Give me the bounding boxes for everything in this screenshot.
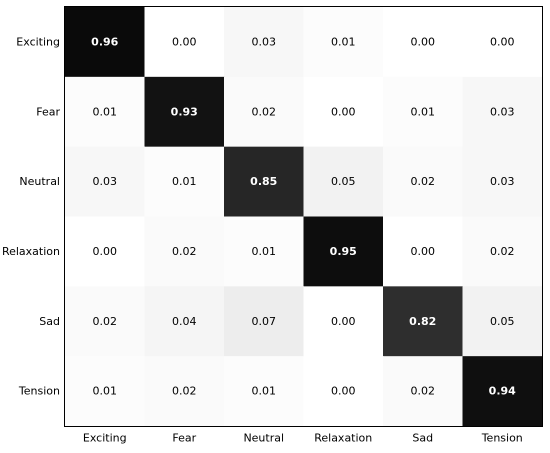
heatmap-cell-sad-neutral xyxy=(224,286,304,357)
heatmap-cell-exciting-exciting xyxy=(65,7,145,78)
cell-value-label: 0.01 xyxy=(252,245,277,258)
cell-value-label: 0.04 xyxy=(172,315,197,328)
cell-value-label: 0.00 xyxy=(490,35,515,48)
heatmap-cell-relaxation-fear xyxy=(144,216,225,287)
cell-value-label: 0.00 xyxy=(411,245,436,258)
y-tick-label-neutral: Neutral xyxy=(19,175,60,188)
plot-frame xyxy=(64,6,543,427)
heatmap-cell-neutral-fear xyxy=(144,146,225,217)
cell-value-label: 0.02 xyxy=(93,315,118,328)
y-tick-label-tension: Tension xyxy=(18,385,60,398)
cell-value-label: 0.00 xyxy=(331,105,356,118)
cell-value-label: 0.00 xyxy=(331,315,356,328)
heatmap-cell-exciting-neutral xyxy=(224,7,304,78)
heatmap-cell-sad-relaxation xyxy=(303,286,384,357)
heatmap-cell-tension-tension xyxy=(462,356,543,427)
cell-value-label: 0.00 xyxy=(411,35,436,48)
x-tick-label-exciting: Exciting xyxy=(83,432,127,445)
heatmap-cell-relaxation-sad xyxy=(383,216,463,287)
heatmap-cells xyxy=(65,7,543,427)
cell-value-label: 0.96 xyxy=(91,35,118,48)
heatmap-cell-relaxation-neutral xyxy=(224,216,304,287)
cell-value-label: 0.93 xyxy=(171,105,198,118)
heatmap-cell-labels: 0.96 0.00 0.03 0.01 0.00 0.00 0.01 0.93 0.02 0.00… xyxy=(91,35,516,397)
cell-value-label: 0.02 xyxy=(411,175,436,188)
heatmap-cell-neutral-neutral xyxy=(224,146,304,217)
heatmap-cell-sad-exciting xyxy=(65,286,145,357)
heatmap-cell-tension-exciting xyxy=(65,356,145,427)
heatmap-cell-exciting-tension xyxy=(462,7,543,78)
cell-value-label: 0.02 xyxy=(172,245,197,258)
heatmap-cell-fear-relaxation xyxy=(303,76,384,148)
heatmap-cell-fear-neutral xyxy=(224,76,304,148)
cell-value-label: 0.00 xyxy=(331,385,356,398)
heatmap-cell-exciting-sad xyxy=(383,7,463,78)
x-tick-label-tension: Tension xyxy=(481,432,523,445)
cell-value-label: 0.05 xyxy=(331,175,356,188)
heatmap-cell-neutral-sad xyxy=(383,146,463,217)
cell-value-label: 0.05 xyxy=(490,315,515,328)
x-tick-label-relaxation: Relaxation xyxy=(314,432,372,445)
cell-value-label: 0.03 xyxy=(252,35,277,48)
y-tick-label-fear: Fear xyxy=(36,105,60,118)
heatmap-cell-relaxation-relaxation xyxy=(303,216,384,287)
cell-value-label: 0.02 xyxy=(172,385,197,398)
cell-value-label: 0.01 xyxy=(331,35,356,48)
cell-value-label: 0.01 xyxy=(411,105,436,118)
heatmap-cell-exciting-relaxation xyxy=(303,7,384,78)
heatmap-cell-sad-fear xyxy=(144,286,225,357)
cell-value-label: 0.03 xyxy=(490,105,515,118)
x-tick-label-neutral: Neutral xyxy=(243,432,284,445)
heatmap-cell-fear-fear xyxy=(144,76,225,148)
heatmap-cell-fear-exciting xyxy=(65,76,145,148)
heatmap-cell-relaxation-exciting xyxy=(65,216,145,287)
cell-value-label: 0.01 xyxy=(252,385,277,398)
heatmap-cell-neutral-relaxation xyxy=(303,146,384,217)
heatmap-cell-tension-fear xyxy=(144,356,225,427)
cell-value-label: 0.01 xyxy=(93,385,118,398)
cell-value-label: 0.01 xyxy=(93,105,118,118)
y-tick-label-relaxation: Relaxation xyxy=(2,245,60,258)
heatmap-cell-neutral-tension xyxy=(462,146,543,217)
cell-value-label: 0.07 xyxy=(252,315,277,328)
x-tick-label-fear: Fear xyxy=(172,432,196,445)
cell-value-label: 0.02 xyxy=(411,385,436,398)
cell-value-label: 0.82 xyxy=(409,315,436,328)
heatmap-cell-tension-neutral xyxy=(224,356,304,427)
heatmap-cell-neutral-exciting xyxy=(65,146,145,217)
cell-value-label: 0.00 xyxy=(93,245,118,258)
y-tick-label-sad: Sad xyxy=(39,315,60,328)
cell-value-label: 0.03 xyxy=(490,175,515,188)
cell-value-label: 0.00 xyxy=(172,35,197,48)
cell-value-label: 0.02 xyxy=(252,105,277,118)
cell-value-label: 0.85 xyxy=(250,175,277,188)
y-axis-tick-labels: Exciting Fear Neutral Relaxation Sad Tension xyxy=(2,35,61,397)
heatmap-cell-sad-tension xyxy=(462,286,543,357)
heatmap-cell-fear-sad xyxy=(383,76,463,148)
x-tick-label-sad: Sad xyxy=(412,432,433,445)
heatmap-cell-fear-tension xyxy=(462,76,543,148)
heatmap-cell-exciting-fear xyxy=(144,7,225,78)
heatmap-cell-tension-sad xyxy=(383,356,463,427)
cell-value-label: 0.02 xyxy=(490,245,515,258)
heatmap-cell-tension-relaxation xyxy=(303,356,384,427)
cell-value-label: 0.01 xyxy=(172,175,197,188)
cell-value-label: 0.03 xyxy=(93,175,118,188)
heatmap-cell-sad-sad xyxy=(383,286,463,357)
x-axis-tick-labels: Exciting Fear Neutral Relaxation Sad Tension xyxy=(83,432,523,445)
cell-value-label: 0.95 xyxy=(330,245,357,258)
cell-value-label: 0.94 xyxy=(489,385,516,398)
y-tick-label-exciting: Exciting xyxy=(16,35,60,48)
heatmap-cell-relaxation-tension xyxy=(462,216,543,287)
